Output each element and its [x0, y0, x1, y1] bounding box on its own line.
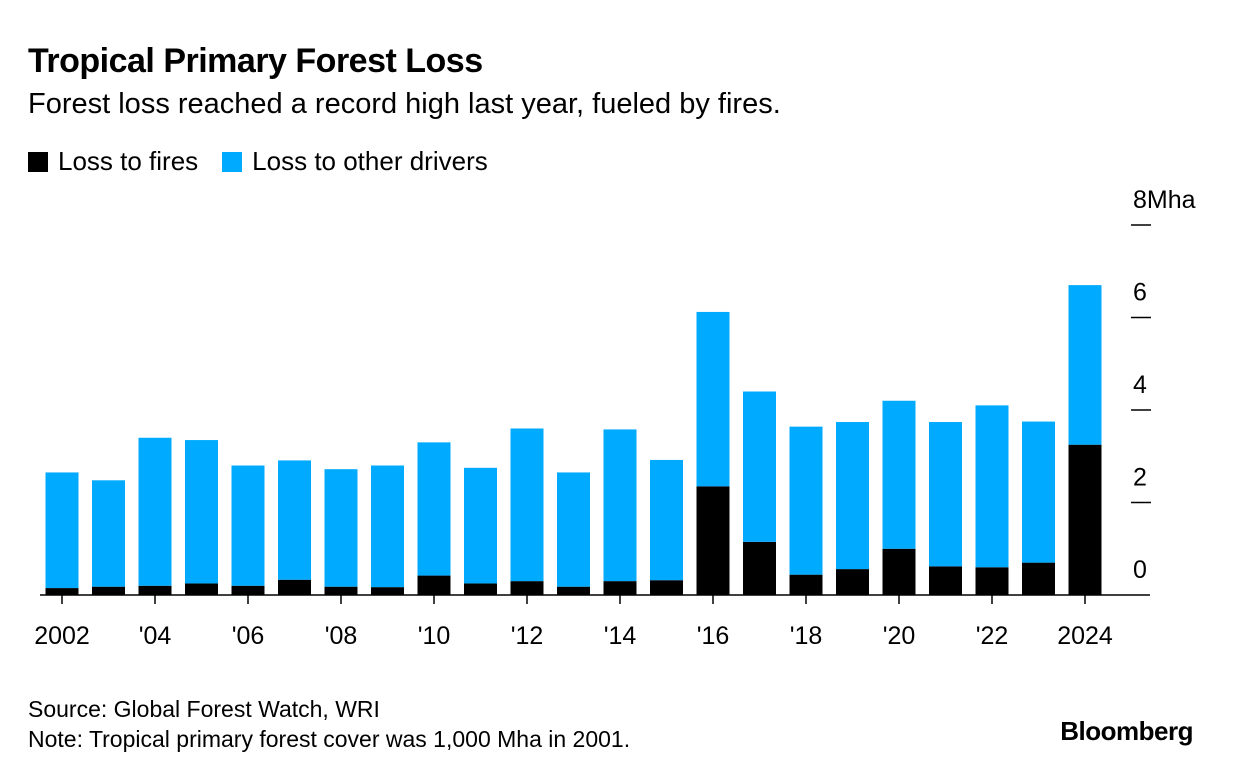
x-tick-label-2018: '18	[790, 622, 823, 650]
bar-fires-2018	[789, 574, 823, 595]
bar-other-drivers-2019	[836, 422, 869, 570]
bar-fires-2023	[1022, 562, 1055, 595]
bar-other-drivers-2006	[231, 465, 265, 586]
bar-fires-2006	[231, 585, 265, 595]
bar-other-drivers-2003	[92, 480, 125, 587]
y-tick-label-4: 4	[1133, 371, 1147, 399]
bar-other-drivers-2004	[138, 437, 172, 586]
bar-other-drivers-2010	[417, 442, 451, 576]
footnote: Note: Tropical primary forest cover was …	[28, 726, 631, 752]
bar-fires-2015	[650, 580, 683, 595]
bar-other-drivers-2005	[185, 440, 218, 584]
y-tick-label-8: 8Mha	[1133, 186, 1196, 214]
bar-fires-2012	[510, 581, 544, 595]
bar-other-drivers-2015	[650, 459, 683, 581]
bar-other-drivers-2023	[1022, 421, 1055, 563]
bar-other-drivers-2021	[929, 422, 962, 567]
bar-other-drivers-2014	[603, 429, 637, 582]
legend-label-fires: Loss to fires	[58, 146, 199, 176]
bar-other-drivers-2016	[696, 311, 730, 487]
x-tick-label-2024: 2024	[1057, 622, 1113, 650]
bar-fires-2022	[975, 567, 1009, 595]
bar-other-drivers-2017	[743, 391, 776, 542]
bar-other-drivers-2013	[557, 472, 590, 587]
bar-fires-2002	[45, 588, 79, 595]
y-tick-label-0: 0	[1133, 556, 1147, 584]
bar-other-drivers-2002	[45, 472, 79, 589]
x-tick-label-2022: '22	[976, 622, 1009, 650]
bar-fires-2007	[278, 579, 311, 595]
y-axis: 0 2 4 6 8Mha	[1131, 186, 1196, 584]
legend-label-other-drivers: Loss to other drivers	[252, 146, 488, 176]
chart-title: Tropical Primary Forest Loss	[28, 42, 483, 80]
legend-item-fires: Loss to fires	[28, 146, 198, 177]
source-note: Source: Global Forest Watch, WRI	[28, 696, 380, 722]
x-tick-label-2008: '08	[325, 622, 358, 650]
bar-other-drivers-2011	[464, 467, 497, 584]
bar-fires-2016	[696, 486, 730, 595]
x-tick-label-2004: '04	[139, 622, 172, 650]
bar-fires-2003	[92, 586, 125, 595]
x-tick-label-2010: '10	[418, 622, 451, 650]
bars-group	[45, 285, 1102, 595]
bar-other-drivers-2024	[1068, 285, 1102, 445]
bar-other-drivers-2020	[882, 400, 916, 549]
bar-fires-2017	[743, 541, 776, 595]
x-axis: 2002 '04 '06 '08 '10 '12 '14 '16 '18 '20 '22 2024	[34, 594, 1150, 650]
x-tick-label-2002: 2002	[34, 622, 90, 650]
legend: Loss to fires Loss to other drivers	[28, 146, 512, 177]
legend-swatch-other-drivers	[222, 151, 243, 172]
bar-fires-2011	[464, 583, 497, 595]
x-tick-label-2016: '16	[697, 622, 730, 650]
bloomberg-logo: Bloomberg	[1060, 716, 1193, 746]
x-tick-label-2012: '12	[511, 622, 544, 650]
bar-other-drivers-2022	[975, 405, 1009, 568]
legend-swatch-fires	[28, 151, 48, 172]
x-tick-label-2014: '14	[604, 622, 637, 650]
bar-other-drivers-2008	[324, 469, 358, 587]
y-tick-label-6: 6	[1133, 279, 1147, 307]
y-tick-label-2: 2	[1133, 464, 1147, 492]
bar-other-drivers-2009	[371, 465, 404, 588]
bar-fires-2021	[929, 566, 962, 595]
bar-other-drivers-2018	[789, 426, 823, 575]
chart-subtitle: Forest loss reached a record high last y…	[28, 88, 781, 120]
bar-fires-2010	[417, 575, 451, 595]
legend-item-other-drivers: Loss to other drivers	[222, 146, 488, 177]
bar-fires-2020	[882, 548, 916, 595]
bar-fires-2014	[603, 581, 637, 595]
bar-fires-2009	[371, 587, 404, 595]
bar-fires-2019	[836, 569, 869, 595]
bar-other-drivers-2012	[510, 428, 544, 582]
x-tick-label-2020: '20	[883, 622, 916, 650]
bar-fires-2013	[557, 586, 590, 595]
bar-other-drivers-2007	[278, 460, 311, 580]
bar-fires-2004	[138, 585, 172, 595]
bar-fires-2024	[1068, 444, 1102, 595]
bar-fires-2008	[324, 586, 358, 595]
x-tick-label-2006: '06	[232, 622, 265, 650]
bar-fires-2005	[185, 583, 218, 595]
